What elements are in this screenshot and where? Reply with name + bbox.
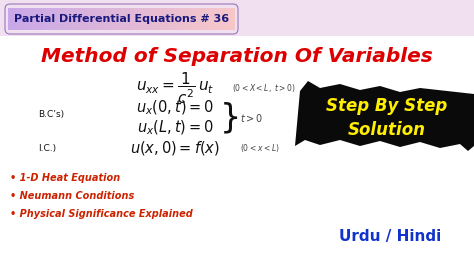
Bar xyxy=(8,8,12,30)
Bar xyxy=(73,8,76,30)
Text: $u(x,0) = f(x)$: $u(x,0) = f(x)$ xyxy=(130,139,220,157)
Bar xyxy=(38,8,42,30)
Text: $(0 < x < L)$: $(0 < x < L)$ xyxy=(240,142,280,154)
Bar xyxy=(163,8,167,30)
Bar xyxy=(155,8,159,30)
Bar xyxy=(16,8,19,30)
Text: I.C.): I.C.) xyxy=(38,143,56,152)
Bar xyxy=(129,8,133,30)
Bar xyxy=(167,8,171,30)
Text: }: } xyxy=(220,102,241,135)
Bar xyxy=(205,8,209,30)
Bar xyxy=(174,8,178,30)
Bar xyxy=(121,8,125,30)
Bar xyxy=(228,8,231,30)
Bar xyxy=(76,8,80,30)
Text: $(0 < X < L,\ t > 0)$: $(0 < X < L,\ t > 0)$ xyxy=(232,82,296,94)
Bar xyxy=(190,8,193,30)
Bar xyxy=(27,8,31,30)
Bar xyxy=(212,8,216,30)
Bar xyxy=(114,8,118,30)
Bar xyxy=(102,8,106,30)
Bar xyxy=(148,8,152,30)
Bar xyxy=(54,8,57,30)
Text: $t > 0$: $t > 0$ xyxy=(240,112,263,124)
Bar xyxy=(69,8,73,30)
Text: Method of Separation Of Variables: Method of Separation Of Variables xyxy=(41,47,433,65)
Text: • Neumann Conditions: • Neumann Conditions xyxy=(10,191,134,201)
Bar xyxy=(50,8,54,30)
Bar xyxy=(224,8,228,30)
Bar xyxy=(46,8,50,30)
Bar xyxy=(178,8,182,30)
Bar xyxy=(186,8,190,30)
Bar xyxy=(91,8,95,30)
Text: $u_x(0,t) = 0$: $u_x(0,t) = 0$ xyxy=(136,99,214,117)
Bar xyxy=(42,8,46,30)
Text: Partial Differential Equations # 36: Partial Differential Equations # 36 xyxy=(14,14,229,24)
Text: $u_x(L,t) = 0$: $u_x(L,t) = 0$ xyxy=(137,119,213,137)
Bar xyxy=(65,8,69,30)
Bar xyxy=(31,8,35,30)
Bar xyxy=(0,36,474,266)
Bar xyxy=(57,8,61,30)
Text: Solution: Solution xyxy=(348,121,426,139)
Bar xyxy=(84,8,87,30)
Bar xyxy=(23,8,27,30)
Polygon shape xyxy=(295,81,474,151)
Bar xyxy=(216,8,220,30)
Text: Urdu / Hindi: Urdu / Hindi xyxy=(339,228,441,243)
Bar xyxy=(209,8,212,30)
Text: Step By Step: Step By Step xyxy=(327,97,447,115)
Bar xyxy=(118,8,121,30)
Bar xyxy=(137,8,140,30)
Bar xyxy=(35,8,38,30)
Bar xyxy=(80,8,84,30)
Bar xyxy=(106,8,110,30)
Bar xyxy=(193,8,197,30)
Bar xyxy=(19,8,23,30)
Bar xyxy=(171,8,174,30)
Bar xyxy=(99,8,102,30)
Bar xyxy=(61,8,65,30)
Bar xyxy=(87,8,91,30)
Bar xyxy=(140,8,144,30)
Bar xyxy=(197,8,201,30)
Bar xyxy=(125,8,129,30)
Bar xyxy=(95,8,99,30)
Bar xyxy=(182,8,186,30)
Bar xyxy=(159,8,163,30)
Text: $u_{xx} = \dfrac{1}{c^2}\,u_t$: $u_{xx} = \dfrac{1}{c^2}\,u_t$ xyxy=(136,70,214,106)
Bar xyxy=(133,8,137,30)
Bar xyxy=(220,8,224,30)
Bar xyxy=(144,8,148,30)
Text: B.C’s): B.C’s) xyxy=(38,110,64,118)
Bar xyxy=(231,8,235,30)
Text: • Physical Significance Explained: • Physical Significance Explained xyxy=(10,209,193,219)
Bar xyxy=(110,8,114,30)
Bar xyxy=(201,8,205,30)
Bar xyxy=(0,0,474,36)
Text: • 1-D Heat Equation: • 1-D Heat Equation xyxy=(10,173,120,183)
Bar xyxy=(152,8,155,30)
Bar xyxy=(12,8,16,30)
